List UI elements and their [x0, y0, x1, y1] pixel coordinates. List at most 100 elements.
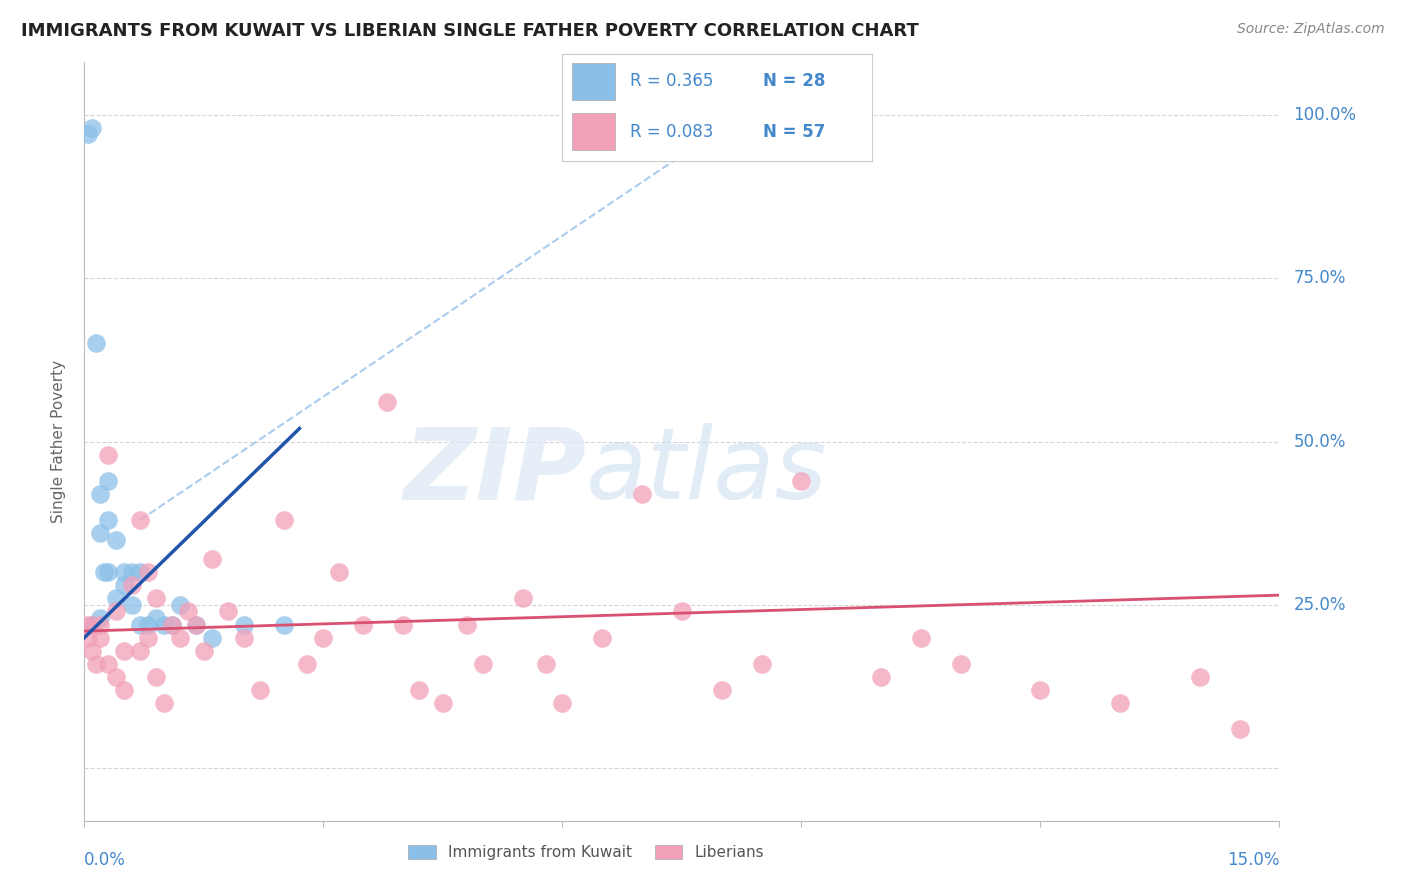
Point: [112, 566, 135, 580]
Point: [129, 513, 152, 527]
Point: [160, 617, 183, 632]
Point: [591, 631, 613, 645]
Point: [217, 605, 239, 619]
Point: [671, 605, 693, 619]
Point: [512, 591, 534, 606]
Text: N = 28: N = 28: [763, 72, 825, 90]
Point: [112, 578, 135, 592]
Point: [97, 657, 120, 671]
Point: [160, 617, 183, 632]
Point: [408, 682, 430, 697]
Text: Source: ZipAtlas.com: Source: ZipAtlas.com: [1237, 22, 1385, 37]
Point: [112, 643, 135, 657]
Point: [145, 670, 167, 684]
Point: [105, 533, 128, 547]
Point: [86, 657, 108, 671]
Text: ZIP: ZIP: [404, 424, 586, 520]
Text: R = 0.083: R = 0.083: [630, 123, 714, 141]
Point: [456, 617, 478, 632]
Text: 75.0%: 75.0%: [1294, 269, 1346, 287]
Point: [129, 643, 152, 657]
Point: [1109, 696, 1132, 710]
Point: [86, 336, 108, 351]
Text: 0.0%: 0.0%: [84, 851, 127, 869]
Bar: [572, 63, 614, 100]
Text: 100.0%: 100.0%: [1294, 106, 1357, 124]
Point: [352, 617, 374, 632]
Text: 15.0%: 15.0%: [1227, 851, 1279, 869]
Point: [136, 566, 159, 580]
Point: [1188, 670, 1211, 684]
Text: atlas: atlas: [586, 424, 828, 520]
Point: [77, 631, 100, 645]
Point: [112, 682, 135, 697]
Point: [1229, 722, 1251, 736]
Point: [89, 631, 111, 645]
Point: [232, 631, 254, 645]
Text: 50.0%: 50.0%: [1294, 433, 1346, 450]
Point: [153, 617, 176, 632]
Point: [97, 513, 120, 527]
Point: [121, 578, 143, 592]
Point: [129, 617, 152, 632]
Point: [1029, 682, 1052, 697]
Point: [82, 617, 104, 632]
Point: [177, 605, 200, 619]
Point: [751, 657, 773, 671]
Point: [169, 631, 191, 645]
Point: [105, 605, 128, 619]
Point: [312, 631, 335, 645]
Point: [145, 611, 167, 625]
Point: [273, 513, 295, 527]
Point: [631, 487, 654, 501]
Point: [184, 617, 207, 632]
Point: [328, 566, 350, 580]
Point: [232, 617, 254, 632]
Point: [82, 120, 104, 135]
Y-axis label: Single Father Poverty: Single Father Poverty: [51, 360, 66, 523]
Point: [297, 657, 319, 671]
Point: [97, 474, 120, 488]
Point: [273, 617, 295, 632]
Point: [184, 617, 207, 632]
Point: [193, 643, 215, 657]
Point: [105, 670, 128, 684]
Point: [97, 448, 120, 462]
Point: [97, 566, 120, 580]
Point: [201, 552, 224, 566]
Point: [76, 617, 98, 632]
Point: [471, 657, 494, 671]
Point: [89, 487, 111, 501]
Legend: Immigrants from Kuwait, Liberians: Immigrants from Kuwait, Liberians: [402, 838, 770, 866]
Text: IMMIGRANTS FROM KUWAIT VS LIBERIAN SINGLE FATHER POVERTY CORRELATION CHART: IMMIGRANTS FROM KUWAIT VS LIBERIAN SINGL…: [21, 22, 920, 40]
Point: [89, 526, 111, 541]
Point: [82, 617, 104, 632]
Point: [153, 696, 176, 710]
Point: [82, 643, 104, 657]
Point: [249, 682, 271, 697]
Point: [89, 611, 111, 625]
Text: R = 0.365: R = 0.365: [630, 72, 714, 90]
Point: [536, 657, 558, 671]
Point: [392, 617, 415, 632]
Point: [105, 591, 128, 606]
Point: [77, 128, 100, 142]
Text: 25.0%: 25.0%: [1294, 596, 1346, 614]
Text: N = 57: N = 57: [763, 123, 825, 141]
Point: [169, 598, 191, 612]
Point: [136, 631, 159, 645]
Point: [129, 566, 152, 580]
Point: [790, 474, 813, 488]
Bar: [572, 113, 614, 150]
Point: [136, 617, 159, 632]
Point: [432, 696, 454, 710]
Point: [949, 657, 972, 671]
Point: [89, 617, 111, 632]
Point: [910, 631, 932, 645]
Point: [201, 631, 224, 645]
Point: [121, 566, 143, 580]
Point: [870, 670, 893, 684]
Point: [121, 598, 143, 612]
Point: [375, 395, 398, 409]
Point: [145, 591, 167, 606]
